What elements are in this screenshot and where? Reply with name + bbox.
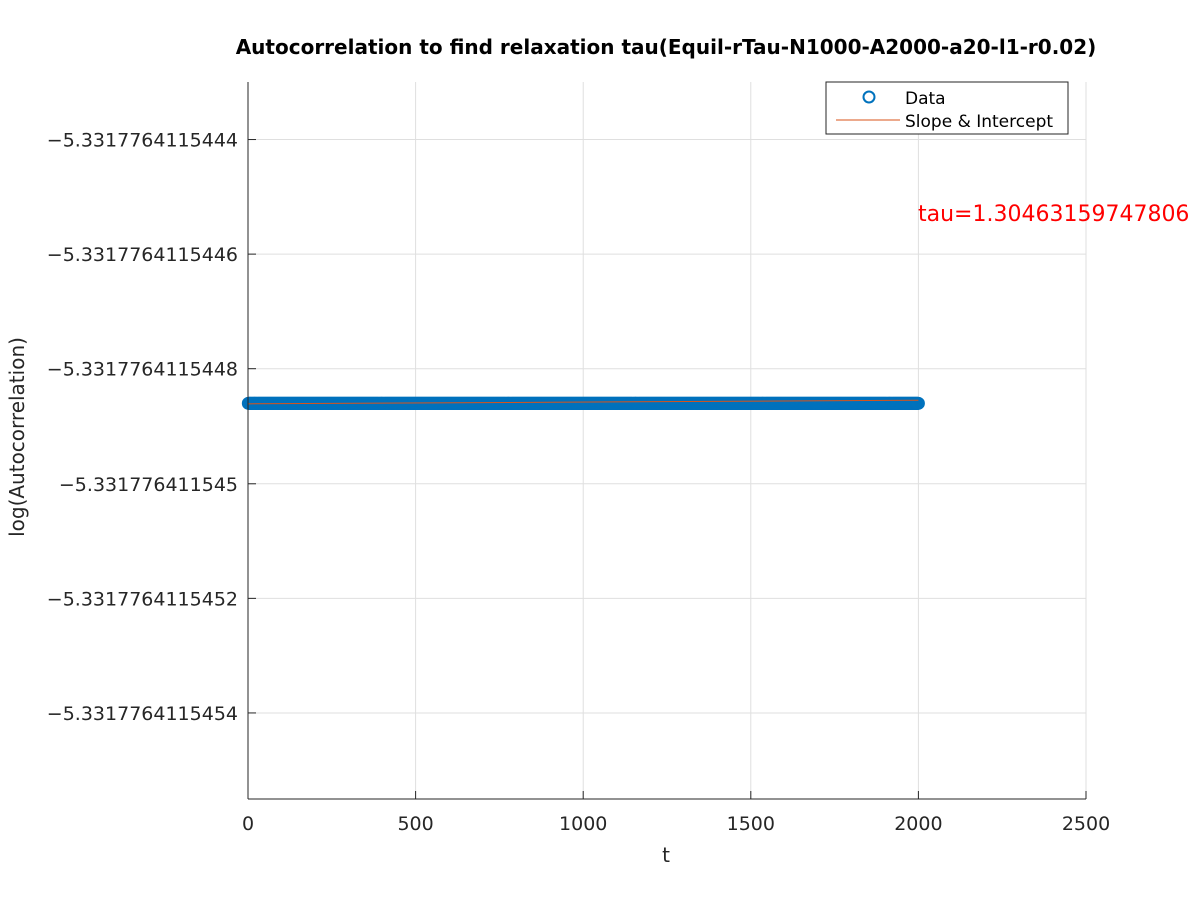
- legend-marker-data: [862, 90, 876, 104]
- x-tick-label: 500: [397, 813, 433, 835]
- grid-layer: [247, 82, 1087, 799]
- legend: Data Slope & Intercept: [825, 81, 1069, 135]
- chart-title: Autocorrelation to find relaxation tau(E…: [236, 35, 1097, 59]
- x-axis-label: t: [662, 843, 670, 867]
- axes-box: [248, 82, 1086, 799]
- y-tick-label: −5.331776411545: [59, 474, 238, 496]
- y-tick-label: −5.3317764115452: [47, 588, 238, 610]
- y-tick-label: −5.3317764115454: [47, 703, 238, 725]
- x-tick-label: 2500: [1062, 813, 1110, 835]
- plot-area: 0 500 1000 1500 2000 2500 −5.3317764115444 −5.3…: [47, 82, 1110, 835]
- legend-box: [825, 81, 1069, 135]
- legend-label-fit: Slope & Intercept: [905, 112, 1053, 132]
- y-tick-label: −5.3317764115448: [47, 359, 238, 381]
- x-tick-label: 1500: [727, 813, 775, 835]
- y-tick-label: −5.3317764115444: [47, 130, 238, 152]
- y-axis-label: log(Autocorrelation): [5, 337, 29, 537]
- x-tick-label: 0: [242, 813, 254, 835]
- tick-layer: 0 500 1000 1500 2000 2500 −5.3317764115444 −5.3…: [47, 130, 1110, 835]
- series-layer: [241, 396, 925, 410]
- y-tick-label: −5.3317764115446: [47, 244, 238, 266]
- x-tick-label: 1000: [559, 813, 607, 835]
- x-tick-label: 2000: [894, 813, 942, 835]
- legend-label-data: Data: [905, 89, 946, 109]
- fit-line: [248, 399, 919, 405]
- data-point: [911, 396, 925, 410]
- axes-frame: [247, 82, 1086, 800]
- tau-annotation: tau=1.30463159747806: [918, 202, 1189, 227]
